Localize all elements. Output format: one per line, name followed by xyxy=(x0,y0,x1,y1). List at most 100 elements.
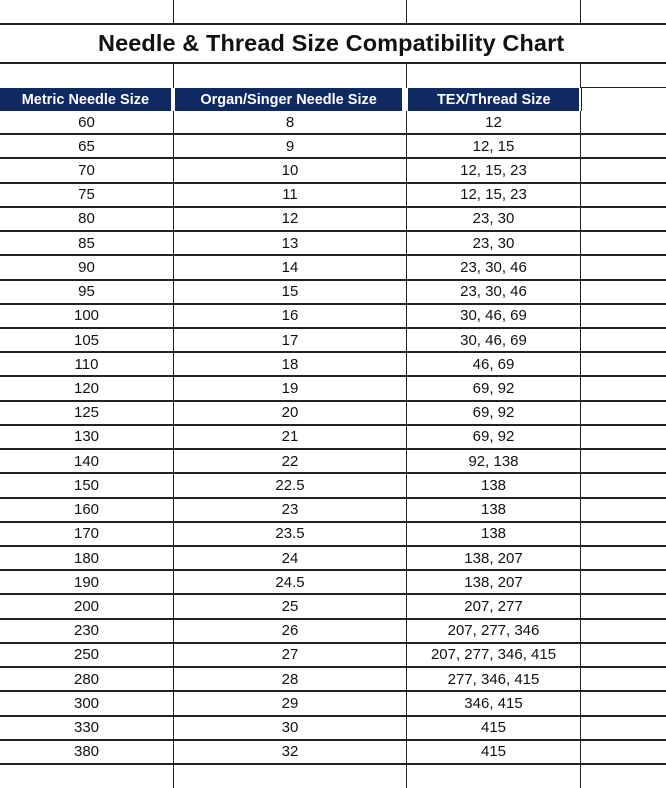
cell[interactable] xyxy=(581,450,666,472)
tex-thread-size-cell[interactable]: 23, 30 xyxy=(407,207,581,231)
tex-thread-size-cell[interactable]: 277, 346, 415 xyxy=(407,668,581,691)
tex-thread-size-cell[interactable]: 23, 30 xyxy=(407,232,581,255)
metric-needle-size-cell[interactable]: 300 xyxy=(0,692,174,715)
metric-needle-size-cell[interactable]: 105 xyxy=(0,329,174,352)
organ-singer-size-cell[interactable]: 22 xyxy=(174,450,407,473)
cell[interactable] xyxy=(581,741,666,763)
metric-needle-size-cell[interactable]: 230 xyxy=(0,619,174,642)
cell[interactable] xyxy=(581,595,666,617)
tex-thread-size-cell[interactable]: 12, 15, 23 xyxy=(407,183,581,206)
organ-singer-size-cell[interactable]: 9 xyxy=(174,135,407,158)
metric-needle-size-cell[interactable]: 330 xyxy=(0,716,174,739)
cell[interactable] xyxy=(581,377,666,399)
cell[interactable] xyxy=(581,159,666,181)
column-header-metric[interactable]: Metric Needle Size xyxy=(0,88,171,111)
tex-thread-size-cell[interactable]: 207, 277 xyxy=(407,595,581,618)
cell[interactable] xyxy=(581,523,666,545)
organ-singer-size-cell[interactable]: 24.5 xyxy=(174,571,407,594)
tex-thread-size-cell[interactable]: 138, 207 xyxy=(407,547,581,570)
tex-thread-size-cell[interactable]: 138 xyxy=(407,522,581,545)
organ-singer-size-cell[interactable]: 28 xyxy=(174,668,407,691)
metric-needle-size-cell[interactable]: 130 xyxy=(0,425,174,449)
tex-thread-size-cell[interactable]: 415 xyxy=(407,716,581,739)
metric-needle-size-cell[interactable]: 125 xyxy=(0,401,174,424)
tex-thread-size-cell[interactable]: 30, 46, 69 xyxy=(407,329,581,352)
tex-thread-size-cell[interactable]: 207, 277, 346, 415 xyxy=(407,643,581,667)
metric-needle-size-cell[interactable]: 90 xyxy=(0,256,174,279)
cell[interactable] xyxy=(581,111,666,133)
tex-thread-size-cell[interactable]: 46, 69 xyxy=(407,353,581,376)
tex-thread-size-cell[interactable]: 69, 92 xyxy=(407,425,581,449)
tex-thread-size-cell[interactable]: 23, 30, 46 xyxy=(407,256,581,279)
organ-singer-size-cell[interactable]: 24 xyxy=(174,547,407,570)
organ-singer-size-cell[interactable]: 29 xyxy=(174,692,407,715)
tex-thread-size-cell[interactable]: 23, 30, 46 xyxy=(407,280,581,303)
tex-thread-size-cell[interactable]: 69, 92 xyxy=(407,377,581,400)
column-header-organ-singer[interactable]: Organ/Singer Needle Size xyxy=(174,88,403,111)
cell[interactable] xyxy=(581,426,666,448)
organ-singer-size-cell[interactable]: 22.5 xyxy=(174,474,407,497)
cell[interactable] xyxy=(581,64,666,88)
organ-singer-size-cell[interactable]: 14 xyxy=(174,256,407,279)
tex-thread-size-cell[interactable]: 12, 15 xyxy=(407,135,581,158)
cell[interactable] xyxy=(174,64,407,88)
tex-thread-size-cell[interactable]: 346, 415 xyxy=(407,692,581,715)
tex-thread-size-cell[interactable]: 92, 138 xyxy=(407,450,581,473)
cell[interactable] xyxy=(581,232,666,254)
metric-needle-size-cell[interactable]: 160 xyxy=(0,498,174,521)
organ-singer-size-cell[interactable]: 13 xyxy=(174,232,407,255)
organ-singer-size-cell[interactable]: 25 xyxy=(174,595,407,618)
organ-singer-size-cell[interactable]: 10 xyxy=(174,159,407,182)
metric-needle-size-cell[interactable]: 170 xyxy=(0,522,174,545)
cell[interactable] xyxy=(581,305,666,327)
metric-needle-size-cell[interactable]: 60 xyxy=(0,111,174,134)
metric-needle-size-cell[interactable]: 380 xyxy=(0,740,174,763)
cell[interactable] xyxy=(581,765,666,788)
tex-thread-size-cell[interactable]: 138 xyxy=(407,498,581,521)
metric-needle-size-cell[interactable]: 280 xyxy=(0,668,174,691)
organ-singer-size-cell[interactable]: 27 xyxy=(174,643,407,667)
metric-needle-size-cell[interactable]: 85 xyxy=(0,232,174,255)
cell[interactable] xyxy=(581,692,666,714)
organ-singer-size-cell[interactable]: 17 xyxy=(174,329,407,352)
metric-needle-size-cell[interactable]: 190 xyxy=(0,571,174,594)
metric-needle-size-cell[interactable]: 100 xyxy=(0,304,174,327)
cell[interactable] xyxy=(581,474,666,496)
cell[interactable] xyxy=(581,281,666,303)
cell[interactable] xyxy=(0,0,174,23)
tex-thread-size-cell[interactable]: 30, 46, 69 xyxy=(407,304,581,327)
tex-thread-size-cell[interactable]: 415 xyxy=(407,740,581,763)
organ-singer-size-cell[interactable]: 16 xyxy=(174,304,407,327)
organ-singer-size-cell[interactable]: 32 xyxy=(174,740,407,763)
tex-thread-size-cell[interactable]: 207, 277, 346 xyxy=(407,619,581,642)
organ-singer-size-cell[interactable]: 11 xyxy=(174,183,407,206)
cell[interactable] xyxy=(581,547,666,569)
cell[interactable] xyxy=(581,88,666,111)
metric-needle-size-cell[interactable]: 180 xyxy=(0,547,174,570)
organ-singer-size-cell[interactable]: 21 xyxy=(174,425,407,449)
cell[interactable] xyxy=(581,353,666,375)
cell[interactable] xyxy=(581,208,666,230)
metric-needle-size-cell[interactable]: 200 xyxy=(0,595,174,618)
cell[interactable] xyxy=(407,0,581,23)
metric-needle-size-cell[interactable]: 65 xyxy=(0,135,174,158)
cell[interactable] xyxy=(581,499,666,521)
organ-singer-size-cell[interactable]: 23.5 xyxy=(174,522,407,545)
organ-singer-size-cell[interactable]: 26 xyxy=(174,619,407,642)
tex-thread-size-cell[interactable]: 138 xyxy=(407,474,581,497)
cell[interactable] xyxy=(174,765,407,788)
tex-thread-size-cell[interactable]: 69, 92 xyxy=(407,401,581,424)
metric-needle-size-cell[interactable]: 250 xyxy=(0,643,174,667)
metric-needle-size-cell[interactable]: 80 xyxy=(0,207,174,231)
metric-needle-size-cell[interactable]: 75 xyxy=(0,183,174,206)
cell[interactable] xyxy=(174,0,407,23)
metric-needle-size-cell[interactable]: 140 xyxy=(0,450,174,473)
metric-needle-size-cell[interactable]: 95 xyxy=(0,280,174,303)
column-header-tex[interactable]: TEX/Thread Size xyxy=(408,88,580,111)
cell[interactable] xyxy=(407,64,581,88)
cell[interactable] xyxy=(581,668,666,690)
metric-needle-size-cell[interactable]: 110 xyxy=(0,353,174,376)
organ-singer-size-cell[interactable]: 8 xyxy=(174,111,407,134)
cell[interactable] xyxy=(0,64,174,88)
cell[interactable] xyxy=(581,571,666,593)
